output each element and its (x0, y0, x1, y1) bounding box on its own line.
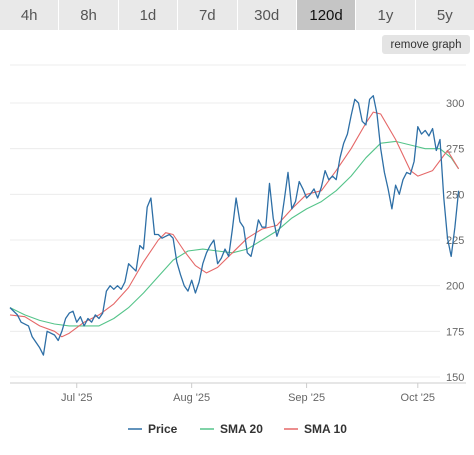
tab-7d[interactable]: 7d (178, 0, 237, 30)
series-line-sma-10 (9, 111, 460, 338)
series-lines (9, 95, 460, 356)
y-tick-label: 225 (446, 235, 464, 247)
remove-graph-button[interactable]: remove graph (382, 35, 470, 54)
legend: Price SMA 20 SMA 10 (128, 422, 347, 436)
legend-item-sma-20[interactable]: SMA 20 (200, 422, 263, 436)
y-tick-label: 300 (446, 98, 464, 110)
y-tick-label: 150 (446, 372, 464, 384)
legend-item-sma-10[interactable]: SMA 10 (284, 422, 347, 436)
legend-label: SMA 10 (304, 422, 347, 436)
tab-1y[interactable]: 1y (356, 0, 415, 30)
y-tick-label: 275 (446, 144, 464, 156)
legend-item-price[interactable]: Price (128, 422, 178, 436)
x-tick-label: Oct '25 (401, 392, 436, 404)
x-tick-label: Jul '25 (61, 392, 92, 404)
tab-4h[interactable]: 4h (0, 0, 59, 30)
x-tick-label: Sep '25 (288, 392, 325, 404)
timeframe-tabs: 4h 8h 1d 7d 30d 120d 1y 5y (0, 0, 474, 30)
series-line-sma-20 (9, 140, 460, 327)
tab-120d[interactable]: 120d (296, 0, 356, 30)
tab-5y[interactable]: 5y (415, 0, 474, 30)
y-tick-label: 250 (446, 189, 464, 201)
legend-label: SMA 20 (220, 422, 263, 436)
x-tick-label: Aug '25 (173, 392, 210, 404)
y-axis-tick-labels: 150 175 200 225 250 275 300 (446, 98, 464, 384)
x-axis-tick-labels: Jul '25 Aug '25 Sep '25 Oct '25 (61, 383, 435, 404)
tab-1d[interactable]: 1d (118, 0, 178, 30)
grid-lines (10, 64, 466, 384)
y-tick-label: 175 (446, 326, 464, 338)
legend-label: Price (148, 422, 178, 436)
tab-30d[interactable]: 30d (237, 0, 296, 30)
tab-8h[interactable]: 8h (59, 0, 118, 30)
y-tick-label: 200 (446, 281, 464, 293)
series-line-price (9, 95, 460, 356)
